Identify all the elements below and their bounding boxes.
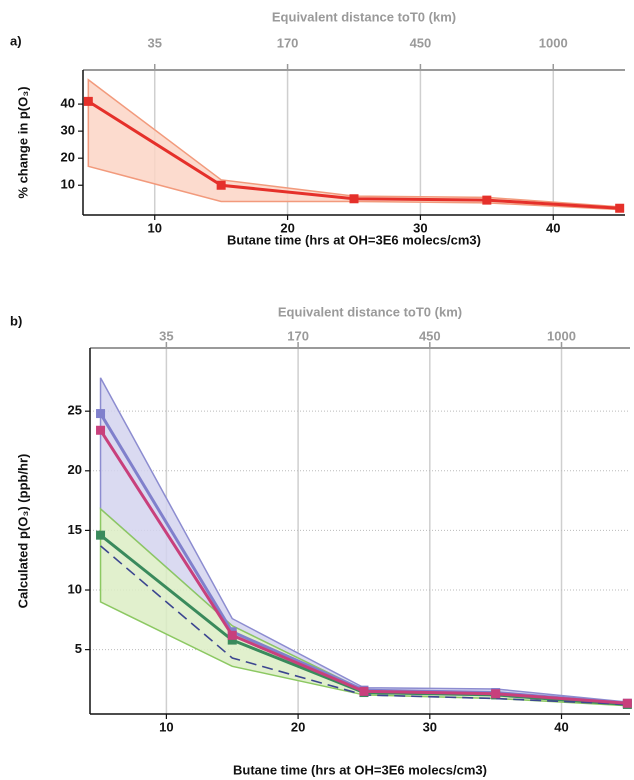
- y-axis-title: Calculated p(O₃) (ppb/hr): [15, 454, 30, 609]
- marker: [96, 530, 106, 540]
- top-tick-label: 1000: [547, 328, 576, 343]
- top-tick-label: 35: [148, 35, 162, 50]
- y-tick-label: 20: [61, 150, 75, 165]
- panel-label: b): [10, 313, 22, 328]
- x-tick-label: 30: [423, 719, 437, 734]
- top-axis-title: Equivalent distance toT0 (km): [278, 304, 462, 319]
- x-tick-label: 20: [291, 719, 305, 734]
- y-tick-label: 10: [68, 581, 82, 596]
- x-tick-label: 40: [554, 719, 568, 734]
- top-tick-label: 450: [419, 328, 441, 343]
- marker: [227, 635, 237, 645]
- x-axis-title: Butane time (hrs at OH=3E6 molecs/cm3): [233, 762, 487, 777]
- top-tick-label: 35: [159, 328, 173, 343]
- x-tick-label: 40: [546, 220, 560, 235]
- y-tick-label: 10: [61, 177, 75, 192]
- top-tick-label: 170: [277, 35, 299, 50]
- y-tick-label: 15: [68, 522, 82, 537]
- top-tick-label: 450: [410, 35, 432, 50]
- marker: [216, 180, 226, 190]
- marker: [349, 194, 359, 204]
- marker: [482, 195, 492, 205]
- marker: [96, 425, 106, 435]
- marker: [227, 630, 237, 640]
- uncertainty-band: [87, 78, 621, 211]
- y-tick-label: 40: [61, 96, 75, 111]
- top-axis-title: Equivalent distance toT0 (km): [272, 9, 456, 24]
- x-tick-label: 20: [280, 220, 294, 235]
- y-tick-label: 20: [68, 462, 82, 477]
- top-tick-label: 1000: [539, 35, 568, 50]
- marker: [96, 409, 106, 419]
- marker: [359, 686, 369, 696]
- y-tick-label: 30: [61, 123, 75, 138]
- marker: [83, 96, 93, 106]
- marker: [622, 698, 632, 708]
- x-axis-title: Butane time (hrs at OH=3E6 molecs/cm3): [227, 232, 481, 247]
- y-tick-label: 5: [75, 641, 82, 656]
- x-tick-label: 10: [159, 719, 173, 734]
- uncertainty-band: [99, 377, 629, 705]
- y-axis-title: % change in p(O₃): [15, 86, 30, 198]
- panel-label: a): [10, 33, 22, 48]
- y-tick-label: 25: [68, 403, 82, 418]
- top-tick-label: 170: [287, 328, 309, 343]
- x-tick-label: 10: [148, 220, 162, 235]
- marker: [615, 203, 625, 213]
- x-tick-label: 30: [413, 220, 427, 235]
- marker: [491, 689, 501, 699]
